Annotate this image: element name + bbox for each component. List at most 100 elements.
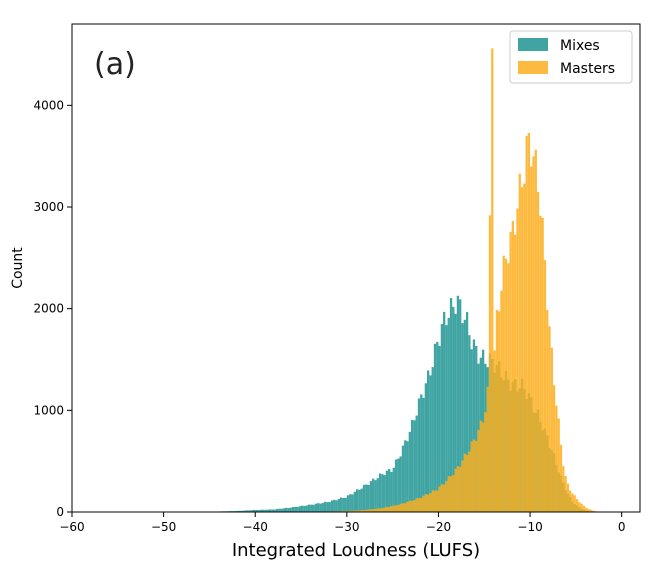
histogram-bar	[461, 460, 464, 512]
histogram-bar	[305, 505, 308, 512]
y-tick-label: 0	[56, 505, 64, 519]
histogram-bar	[330, 500, 334, 512]
histogram-bar	[351, 494, 354, 512]
histogram-bar	[408, 431, 411, 512]
histogram-bar	[532, 156, 535, 512]
histogram-bar	[346, 495, 350, 512]
histogram-bar	[241, 510, 244, 512]
histogram-bar	[427, 494, 430, 512]
histogram-bar	[394, 505, 398, 512]
histogram-bar	[516, 208, 519, 512]
histogram-bar	[381, 474, 384, 512]
histogram-bar	[436, 341, 439, 512]
histogram-bar	[562, 466, 565, 512]
histogram-bar	[408, 500, 411, 512]
histogram-bar	[376, 508, 379, 512]
histogram-bar	[454, 468, 457, 512]
histogram-bar	[319, 503, 322, 512]
histogram-bar	[383, 507, 386, 512]
histogram-bar	[559, 444, 563, 512]
histogram-bar	[481, 422, 485, 512]
histogram-bar	[266, 509, 269, 512]
histogram-bar	[367, 485, 370, 512]
histogram-bar	[239, 510, 242, 512]
histogram-bar	[328, 502, 331, 512]
histogram-bar	[257, 509, 260, 512]
histogram-bar	[273, 509, 276, 512]
x-tick-label: −40	[243, 520, 268, 534]
histogram-bar	[236, 510, 240, 512]
histogram-bar	[280, 508, 283, 512]
histogram-bar	[520, 187, 524, 512]
histogram-bar	[268, 509, 272, 512]
histogram-bar	[486, 386, 489, 512]
histogram-bar	[358, 510, 361, 512]
bars-layer	[218, 48, 604, 513]
histogram-bar	[449, 476, 453, 512]
histogram-bar	[353, 491, 356, 512]
histogram-bar	[420, 394, 423, 512]
histogram-bar	[410, 500, 414, 512]
histogram-bar	[344, 497, 347, 512]
panel-label: (a)	[94, 47, 136, 82]
histogram-bar	[591, 510, 595, 512]
histogram-bar	[452, 475, 455, 512]
histogram-bar	[470, 349, 473, 512]
histogram-bar	[369, 481, 373, 512]
histogram-bar	[582, 505, 586, 512]
histogram-bar	[541, 217, 544, 512]
histogram-bar	[422, 397, 425, 512]
histogram-bar	[271, 509, 274, 512]
histogram-bar	[498, 311, 501, 512]
histogram-bar	[372, 509, 375, 512]
histogram-bar	[523, 183, 526, 512]
histogram-bar	[465, 312, 469, 512]
histogram-bar	[285, 507, 288, 512]
x-axis: −60 −50 −40 −30 −20 −10 0	[59, 512, 625, 534]
y-tick-label: 3000	[33, 200, 64, 214]
histogram-bar	[349, 510, 352, 512]
histogram-bar	[310, 504, 313, 512]
histogram-bar	[500, 290, 503, 512]
series-masters	[312, 48, 604, 513]
histogram-bar	[424, 494, 427, 512]
histogram-bar	[456, 295, 460, 512]
histogram-bar	[534, 149, 537, 512]
y-axis: 0 1000 2000 3000 4000	[33, 98, 72, 519]
histogram-bar	[351, 510, 354, 512]
histogram-bar	[410, 419, 414, 512]
histogram-bar	[392, 467, 395, 512]
histogram-bar	[264, 509, 267, 512]
histogram-bar	[262, 509, 265, 512]
histogram-bar	[429, 375, 432, 512]
histogram-bar	[468, 335, 471, 512]
histogram-bar	[278, 508, 281, 512]
histogram-bar	[530, 166, 533, 512]
histogram-bar	[564, 476, 567, 512]
histogram-bar	[504, 258, 508, 512]
histogram-bar	[388, 506, 391, 512]
x-axis-label: Integrated Loudness (LUFS)	[232, 540, 480, 561]
histogram-bar	[555, 405, 558, 512]
histogram-bar	[378, 473, 382, 512]
histogram-bar	[420, 498, 423, 512]
histogram-bar	[472, 439, 476, 512]
histogram-bar	[514, 234, 517, 513]
histogram-bar	[381, 508, 384, 512]
histogram-bar	[314, 503, 318, 512]
histogram-bar	[390, 506, 393, 512]
histogram-bar	[294, 506, 297, 512]
histogram-bar	[404, 440, 407, 512]
histogram-bar	[337, 499, 340, 512]
histogram-bar	[346, 510, 350, 512]
histogram-bar	[578, 502, 581, 512]
histogram-bar	[342, 498, 345, 512]
histogram-bar	[475, 345, 478, 512]
histogram-bar	[392, 505, 395, 512]
histogram-bar	[397, 458, 400, 512]
histogram-bar	[573, 495, 576, 512]
histogram-bar	[307, 504, 311, 512]
histogram-bar	[399, 456, 402, 512]
histogram-bar	[472, 339, 476, 512]
